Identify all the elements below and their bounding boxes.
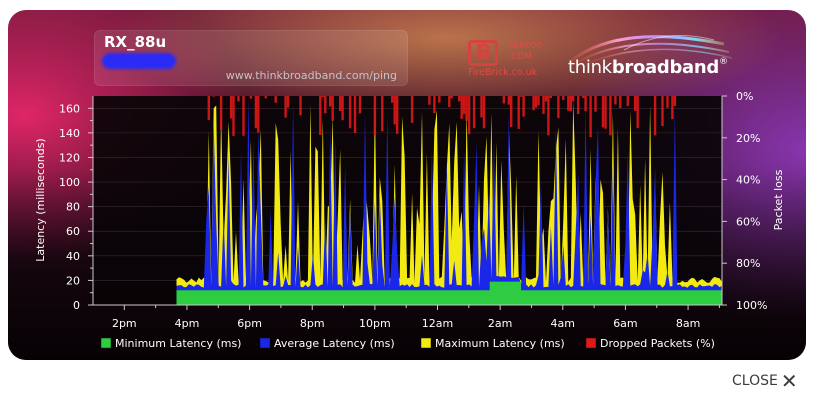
thinkbroadband-logo: thinkbroadband® xyxy=(564,30,734,86)
close-label: CLOSE xyxy=(732,373,778,389)
site-url: www.thinkbroadband.com/ping xyxy=(225,69,397,82)
ping-graph-panel: RX_88u www.thinkbroadband.com/ping FB600… xyxy=(8,10,806,360)
close-button[interactable]: CLOSE ✕ xyxy=(732,371,798,391)
firebrick-logo: FB6000 .COM FireBrick.co.uk xyxy=(468,40,558,84)
thinkbroadband-wordmark: thinkbroadband® xyxy=(568,57,728,78)
graph-title: RX_88u xyxy=(104,33,167,51)
close-icon: ✕ xyxy=(780,369,798,393)
firebrick-icon xyxy=(468,40,498,66)
title-box: RX_88u www.thinkbroadband.com/ping xyxy=(94,30,408,86)
swoosh-icon xyxy=(571,34,733,65)
firebrick-model: FB6000 .COM xyxy=(508,41,543,62)
redacted-scribble xyxy=(104,55,174,67)
firebrick-name: FireBrick.co.uk xyxy=(468,67,538,78)
